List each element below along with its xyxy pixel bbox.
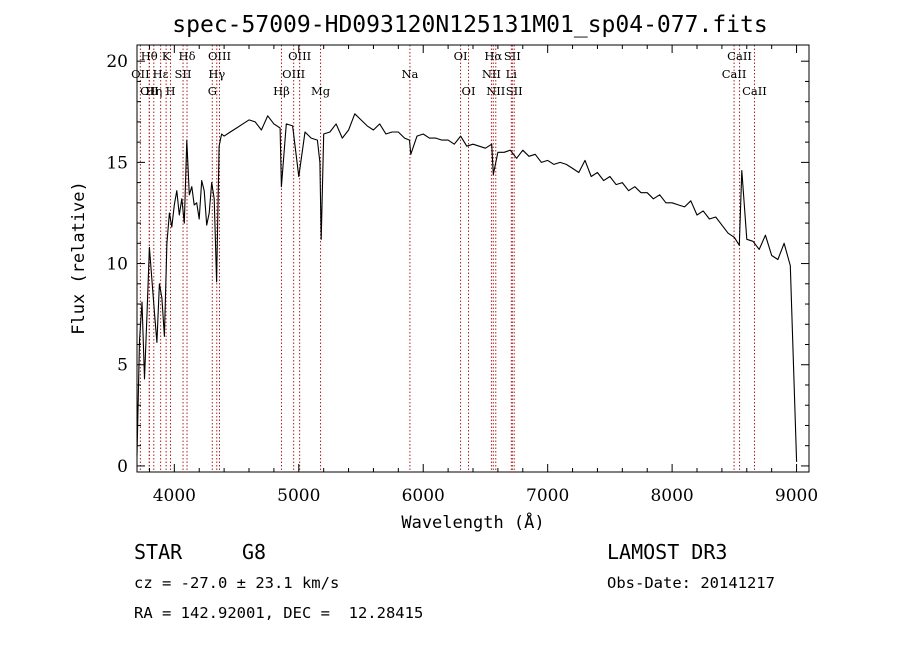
object-subclass: G8 — [242, 540, 267, 564]
spectral-line-label: Na — [401, 67, 418, 81]
spectral-line-label: SII — [175, 67, 192, 81]
y-axis-label: Flux (relative) — [69, 181, 89, 335]
x-tick-label: 9000 — [775, 486, 818, 506]
spectral-line-label: CaII — [742, 84, 767, 98]
spectral-line-label: NII — [486, 84, 505, 98]
spectral-line-label: Hβ — [273, 84, 290, 98]
spectrum-line — [136, 113, 798, 462]
spectral-line-label: OII — [140, 84, 159, 98]
spectral-line-label: SII — [504, 49, 521, 63]
spectral-line-label: OIII — [208, 49, 231, 63]
spectral-line-label: CaII — [722, 67, 747, 81]
x-tick-label: 7000 — [526, 486, 569, 506]
spectral-line-markers — [139, 45, 755, 472]
spectral-line-label: OII — [131, 67, 150, 81]
spectral-line-label: CaII — [727, 49, 752, 63]
chart-title: spec-57009-HD093120N125131M01_sp04-077.f… — [172, 12, 767, 38]
x-tick-label: 6000 — [402, 486, 445, 506]
spectral-line-label: SII — [506, 84, 523, 98]
redshift-velocity: cz = -27.0 ± 23.1 km/s — [134, 574, 340, 592]
spectral-line-label: Hα — [484, 49, 502, 63]
x-axis-ticks: 4000 5000 6000 7000 8000 9000 — [148, 45, 818, 506]
spectral-line-label: Hε — [153, 67, 169, 81]
coordinates: RA = 142.92001, DEC = 12.28415 — [134, 604, 424, 622]
y-tick-label: 20 — [106, 52, 128, 72]
y-axis-ticks: 0 5 10 15 20 — [106, 52, 809, 477]
spectral-line-label: Li — [506, 67, 518, 81]
spectral-line-label: OI — [454, 49, 468, 63]
observation-date: Obs-Date: 20141217 — [607, 574, 775, 592]
spectral-line-label: OIII — [288, 49, 311, 63]
x-tick-label: 4000 — [153, 486, 196, 506]
y-tick-label: 0 — [117, 457, 128, 477]
y-tick-label: 10 — [106, 255, 128, 275]
object-class: STAR — [134, 540, 183, 564]
x-axis-label: Wavelength (Å) — [401, 511, 544, 533]
spectral-line-label: Hγ — [208, 67, 225, 81]
spectral-line-label: H — [165, 84, 175, 98]
spectral-line-label: OI — [462, 84, 476, 98]
y-tick-label: 15 — [106, 153, 128, 173]
y-tick-label: 5 — [117, 356, 128, 376]
spectral-line-label: OIII — [282, 67, 305, 81]
plot-frame — [136, 44, 810, 473]
x-tick-label: 8000 — [650, 486, 693, 506]
spectral-line-label: G — [208, 84, 217, 98]
spectral-line-label: Hδ — [179, 49, 196, 63]
spectral-line-label: Hη — [145, 84, 162, 98]
x-tick-label: 5000 — [277, 486, 320, 506]
spectral-line-label: Mg — [311, 84, 331, 98]
spectral-line-label: K — [162, 49, 171, 63]
survey-name: LAMOST DR3 — [607, 540, 728, 564]
spectral-line-label: NII — [482, 67, 501, 81]
spectral-line-label: Hθ — [141, 49, 158, 63]
